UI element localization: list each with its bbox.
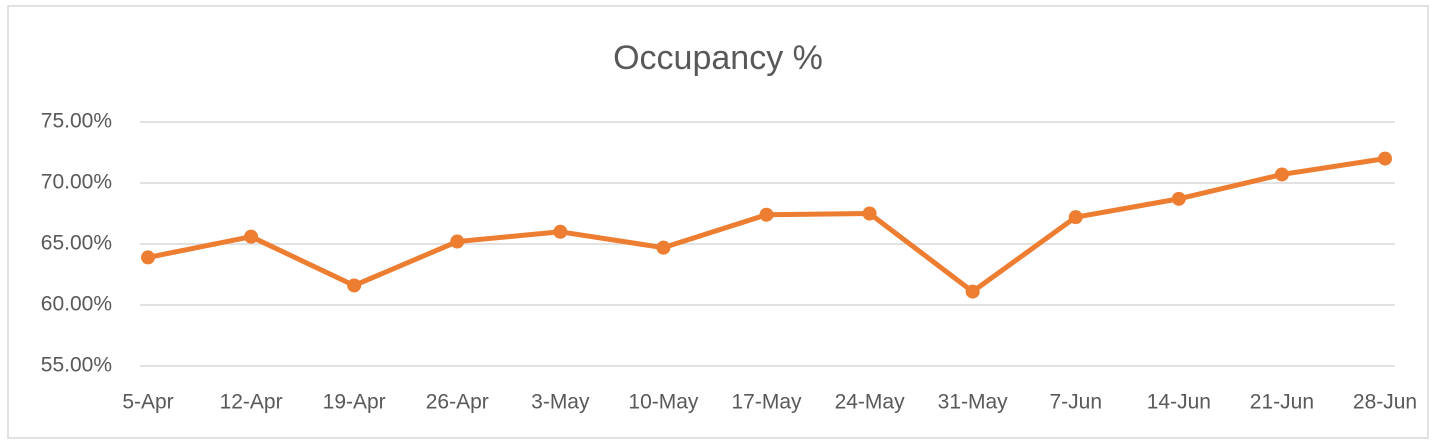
- point: [553, 224, 568, 239]
- point: [1171, 191, 1186, 206]
- point: [244, 229, 259, 244]
- y-tick-label: 60.00%: [41, 293, 112, 316]
- point: [347, 278, 362, 293]
- point: [862, 206, 877, 221]
- y-tick-label: 65.00%: [41, 232, 112, 255]
- x-tick-label: 12-Apr: [220, 391, 283, 414]
- x-tick-label: 19-Apr: [323, 391, 386, 414]
- point: [965, 284, 980, 299]
- x-tick-label: 17-May: [731, 391, 802, 414]
- point: [1274, 167, 1289, 182]
- point: [759, 207, 774, 222]
- x-tick-label: 3-May: [531, 391, 590, 414]
- x-tick-label: 28-Jun: [1353, 391, 1417, 414]
- x-tick-label: 31-May: [938, 391, 1009, 414]
- x-tick-label: 5-Apr: [122, 391, 173, 414]
- point: [1378, 151, 1392, 166]
- y-tick-label: 75.00%: [41, 110, 112, 133]
- point: [141, 250, 155, 265]
- chart-title: Occupancy %: [613, 39, 823, 77]
- y-tick-label: 70.00%: [41, 171, 112, 194]
- y-tick-label: 55.00%: [41, 354, 112, 377]
- point: [450, 234, 465, 249]
- point: [656, 240, 671, 255]
- x-tick-label: 24-May: [835, 391, 906, 414]
- x-tick-label: 21-Jun: [1250, 391, 1314, 414]
- x-tick-label: 26-Apr: [426, 391, 489, 414]
- point: [1068, 210, 1083, 225]
- x-tick-label: 10-May: [628, 391, 699, 414]
- x-tick-label: 7-Jun: [1049, 391, 1102, 414]
- x-tick-label: 14-Jun: [1147, 391, 1211, 414]
